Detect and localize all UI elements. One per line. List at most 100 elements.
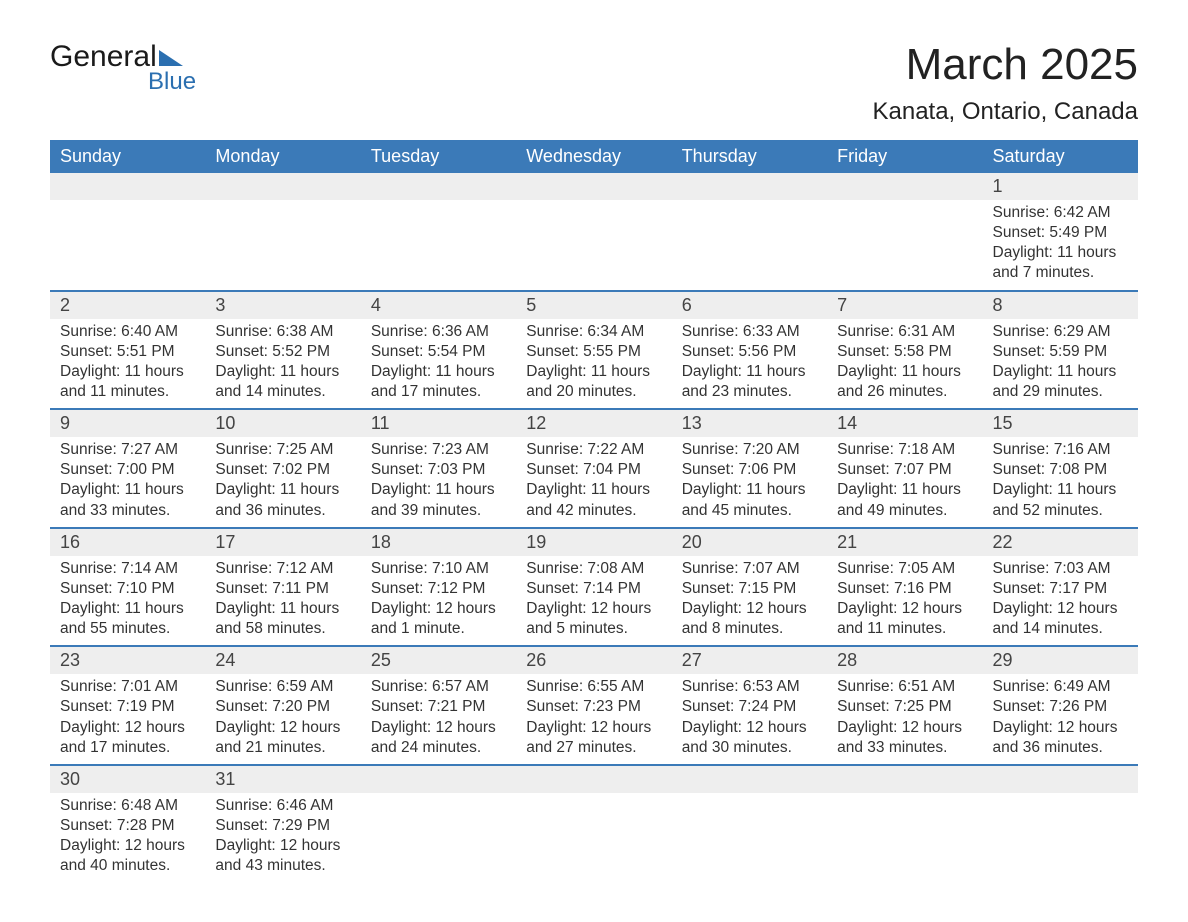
day-details: Sunrise: 7:01 AMSunset: 7:19 PMDaylight:…	[50, 674, 205, 764]
daylight-text: Daylight: 12 hours and 43 minutes.	[215, 836, 350, 876]
calendar-cell: 8Sunrise: 6:29 AMSunset: 5:59 PMDaylight…	[983, 291, 1138, 410]
daylight-text: Daylight: 11 hours and 55 minutes.	[60, 599, 195, 639]
day-details	[361, 793, 516, 872]
month-title: March 2025	[872, 40, 1138, 90]
sunset-text: Sunset: 7:15 PM	[682, 579, 817, 599]
daylight-text: Daylight: 11 hours and 52 minutes.	[993, 480, 1128, 520]
sunset-text: Sunset: 7:24 PM	[682, 697, 817, 717]
day-details	[672, 793, 827, 872]
daylight-text: Daylight: 12 hours and 30 minutes.	[682, 718, 817, 758]
sunrise-text: Sunrise: 6:31 AM	[837, 322, 972, 342]
day-details: Sunrise: 7:07 AMSunset: 7:15 PMDaylight:…	[672, 556, 827, 646]
daylight-text: Daylight: 12 hours and 21 minutes.	[215, 718, 350, 758]
calendar-cell	[827, 173, 982, 291]
daylight-text: Daylight: 12 hours and 5 minutes.	[526, 599, 661, 639]
calendar-cell: 23Sunrise: 7:01 AMSunset: 7:19 PMDayligh…	[50, 646, 205, 765]
day-details: Sunrise: 6:42 AMSunset: 5:49 PMDaylight:…	[983, 200, 1138, 290]
sunrise-text: Sunrise: 6:53 AM	[682, 677, 817, 697]
calendar-cell: 12Sunrise: 7:22 AMSunset: 7:04 PMDayligh…	[516, 409, 671, 528]
calendar-cell	[827, 765, 982, 883]
sunset-text: Sunset: 7:11 PM	[215, 579, 350, 599]
calendar-cell: 9Sunrise: 7:27 AMSunset: 7:00 PMDaylight…	[50, 409, 205, 528]
day-details: Sunrise: 6:53 AMSunset: 7:24 PMDaylight:…	[672, 674, 827, 764]
day-number	[516, 173, 671, 200]
sunset-text: Sunset: 7:28 PM	[60, 816, 195, 836]
day-number: 29	[983, 647, 1138, 674]
sunrise-text: Sunrise: 7:22 AM	[526, 440, 661, 460]
day-header: Saturday	[983, 140, 1138, 173]
calendar-cell: 22Sunrise: 7:03 AMSunset: 7:17 PMDayligh…	[983, 528, 1138, 647]
sunrise-text: Sunrise: 7:25 AM	[215, 440, 350, 460]
location-text: Kanata, Ontario, Canada	[872, 98, 1138, 126]
sunset-text: Sunset: 5:49 PM	[993, 223, 1128, 243]
day-details: Sunrise: 6:59 AMSunset: 7:20 PMDaylight:…	[205, 674, 360, 764]
calendar-cell: 26Sunrise: 6:55 AMSunset: 7:23 PMDayligh…	[516, 646, 671, 765]
sunset-text: Sunset: 5:55 PM	[526, 342, 661, 362]
calendar-cell: 28Sunrise: 6:51 AMSunset: 7:25 PMDayligh…	[827, 646, 982, 765]
sunrise-text: Sunrise: 6:38 AM	[215, 322, 350, 342]
sunset-text: Sunset: 5:58 PM	[837, 342, 972, 362]
logo: General Blue	[50, 40, 196, 96]
calendar-cell: 27Sunrise: 6:53 AMSunset: 7:24 PMDayligh…	[672, 646, 827, 765]
sunset-text: Sunset: 5:52 PM	[215, 342, 350, 362]
day-number: 10	[205, 410, 360, 437]
day-number: 21	[827, 529, 982, 556]
day-details: Sunrise: 7:16 AMSunset: 7:08 PMDaylight:…	[983, 437, 1138, 527]
day-number: 11	[361, 410, 516, 437]
title-block: March 2025 Kanata, Ontario, Canada	[872, 40, 1138, 126]
day-details: Sunrise: 7:22 AMSunset: 7:04 PMDaylight:…	[516, 437, 671, 527]
daylight-text: Daylight: 11 hours and 58 minutes.	[215, 599, 350, 639]
day-details: Sunrise: 6:46 AMSunset: 7:29 PMDaylight:…	[205, 793, 360, 883]
day-number: 19	[516, 529, 671, 556]
calendar-cell: 10Sunrise: 7:25 AMSunset: 7:02 PMDayligh…	[205, 409, 360, 528]
daylight-text: Daylight: 12 hours and 27 minutes.	[526, 718, 661, 758]
daylight-text: Daylight: 12 hours and 14 minutes.	[993, 599, 1128, 639]
day-details	[827, 793, 982, 872]
day-details	[516, 200, 671, 279]
day-number: 5	[516, 292, 671, 319]
day-number: 12	[516, 410, 671, 437]
day-number: 23	[50, 647, 205, 674]
daylight-text: Daylight: 12 hours and 8 minutes.	[682, 599, 817, 639]
day-details: Sunrise: 6:31 AMSunset: 5:58 PMDaylight:…	[827, 319, 982, 409]
sunrise-text: Sunrise: 6:49 AM	[993, 677, 1128, 697]
calendar-cell: 1Sunrise: 6:42 AMSunset: 5:49 PMDaylight…	[983, 173, 1138, 291]
daylight-text: Daylight: 11 hours and 17 minutes.	[371, 362, 506, 402]
calendar-cell	[983, 765, 1138, 883]
sunrise-text: Sunrise: 7:23 AM	[371, 440, 506, 460]
sunrise-text: Sunrise: 7:10 AM	[371, 559, 506, 579]
day-number: 28	[827, 647, 982, 674]
calendar-cell: 24Sunrise: 6:59 AMSunset: 7:20 PMDayligh…	[205, 646, 360, 765]
sunset-text: Sunset: 5:56 PM	[682, 342, 817, 362]
calendar-week-row: 16Sunrise: 7:14 AMSunset: 7:10 PMDayligh…	[50, 528, 1138, 647]
sunset-text: Sunset: 7:21 PM	[371, 697, 506, 717]
sunrise-text: Sunrise: 6:42 AM	[993, 203, 1128, 223]
day-number: 1	[983, 173, 1138, 200]
day-details	[205, 200, 360, 279]
day-number: 27	[672, 647, 827, 674]
calendar-cell: 31Sunrise: 6:46 AMSunset: 7:29 PMDayligh…	[205, 765, 360, 883]
sunrise-text: Sunrise: 7:18 AM	[837, 440, 972, 460]
day-header: Friday	[827, 140, 982, 173]
sunset-text: Sunset: 5:51 PM	[60, 342, 195, 362]
sunset-text: Sunset: 5:59 PM	[993, 342, 1128, 362]
day-details: Sunrise: 7:05 AMSunset: 7:16 PMDaylight:…	[827, 556, 982, 646]
day-details: Sunrise: 7:08 AMSunset: 7:14 PMDaylight:…	[516, 556, 671, 646]
day-header: Wednesday	[516, 140, 671, 173]
sunset-text: Sunset: 7:07 PM	[837, 460, 972, 480]
calendar-cell: 7Sunrise: 6:31 AMSunset: 5:58 PMDaylight…	[827, 291, 982, 410]
sunrise-text: Sunrise: 6:48 AM	[60, 796, 195, 816]
calendar-cell: 14Sunrise: 7:18 AMSunset: 7:07 PMDayligh…	[827, 409, 982, 528]
day-details: Sunrise: 7:03 AMSunset: 7:17 PMDaylight:…	[983, 556, 1138, 646]
logo-text-top: General	[50, 40, 157, 74]
sunrise-text: Sunrise: 7:14 AM	[60, 559, 195, 579]
daylight-text: Daylight: 11 hours and 36 minutes.	[215, 480, 350, 520]
day-number	[361, 766, 516, 793]
day-details	[983, 793, 1138, 872]
day-details: Sunrise: 7:14 AMSunset: 7:10 PMDaylight:…	[50, 556, 205, 646]
calendar-header: SundayMondayTuesdayWednesdayThursdayFrid…	[50, 140, 1138, 173]
calendar-cell	[50, 173, 205, 291]
sunset-text: Sunset: 7:12 PM	[371, 579, 506, 599]
daylight-text: Daylight: 11 hours and 11 minutes.	[60, 362, 195, 402]
day-details: Sunrise: 6:36 AMSunset: 5:54 PMDaylight:…	[361, 319, 516, 409]
